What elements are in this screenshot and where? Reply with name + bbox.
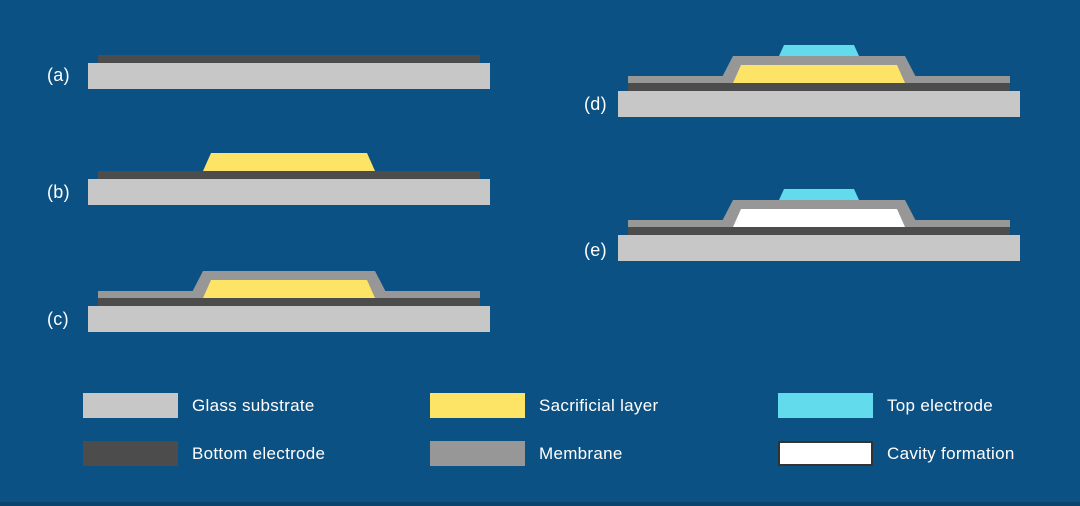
legend-item-bottom-electrode: Bottom electrode	[83, 441, 325, 466]
legend-swatch-top-electrode	[778, 393, 873, 418]
legend-item-sacrificial-layer: Sacrificial layer	[430, 393, 658, 418]
legend-swatch-sacrificial-layer	[430, 393, 525, 418]
glass-substrate-layer	[618, 235, 1020, 261]
glass-substrate-layer	[88, 179, 490, 205]
sacrificial-layer	[203, 280, 375, 298]
legend-item-cavity-formation: Cavity formation	[778, 441, 1015, 466]
sacrificial-layer	[203, 153, 375, 171]
step-e-cross-section	[618, 189, 1020, 261]
sacrificial-layer	[733, 65, 905, 83]
legend-item-top-electrode: Top electrode	[778, 393, 993, 418]
step-d-cross-section	[618, 45, 1020, 117]
step-b-label: (b)	[47, 182, 70, 202]
legend-label-sacrificial-layer: Sacrificial layer	[539, 395, 659, 415]
legend-swatch-glass-substrate	[83, 393, 178, 418]
step-d-label: (d)	[584, 94, 607, 114]
step-c-cross-section	[88, 271, 490, 332]
glass-substrate-layer	[618, 91, 1020, 117]
legend-swatch-cavity-formation	[778, 441, 873, 466]
legend-label-bottom-electrode: Bottom electrode	[192, 443, 326, 463]
step-b-cross-section	[88, 153, 490, 205]
step-e-label: (e)	[584, 240, 607, 260]
legend-label-glass-substrate: Glass substrate	[192, 395, 315, 415]
glass-substrate-layer	[88, 63, 490, 89]
glass-substrate-layer	[88, 306, 490, 332]
legend-item-glass-substrate: Glass substrate	[83, 393, 315, 418]
bottom-electrode-layer	[98, 55, 480, 63]
legend-label-top-electrode: Top electrode	[887, 395, 993, 415]
legend-item-membrane: Membrane	[430, 441, 623, 466]
top-electrode-layer	[779, 45, 859, 56]
bottom-electrode-layer	[628, 83, 1010, 91]
legend-swatch-membrane	[430, 441, 525, 466]
bottom-electrode-layer	[628, 227, 1010, 235]
legend-swatch-bottom-electrode	[83, 441, 178, 466]
bottom-electrode-layer	[98, 298, 480, 306]
legend-label-membrane: Membrane	[539, 443, 623, 463]
step-a-label: (a)	[47, 65, 70, 85]
step-a-cross-section	[88, 55, 490, 89]
top-electrode-layer	[779, 189, 859, 200]
bottom-electrode-layer	[98, 171, 480, 179]
legend-label-cavity-formation: Cavity formation	[887, 443, 1015, 463]
bottom-edge-divider	[0, 502, 1080, 506]
step-c-label: (c)	[47, 309, 69, 329]
cavity-region	[733, 209, 905, 227]
